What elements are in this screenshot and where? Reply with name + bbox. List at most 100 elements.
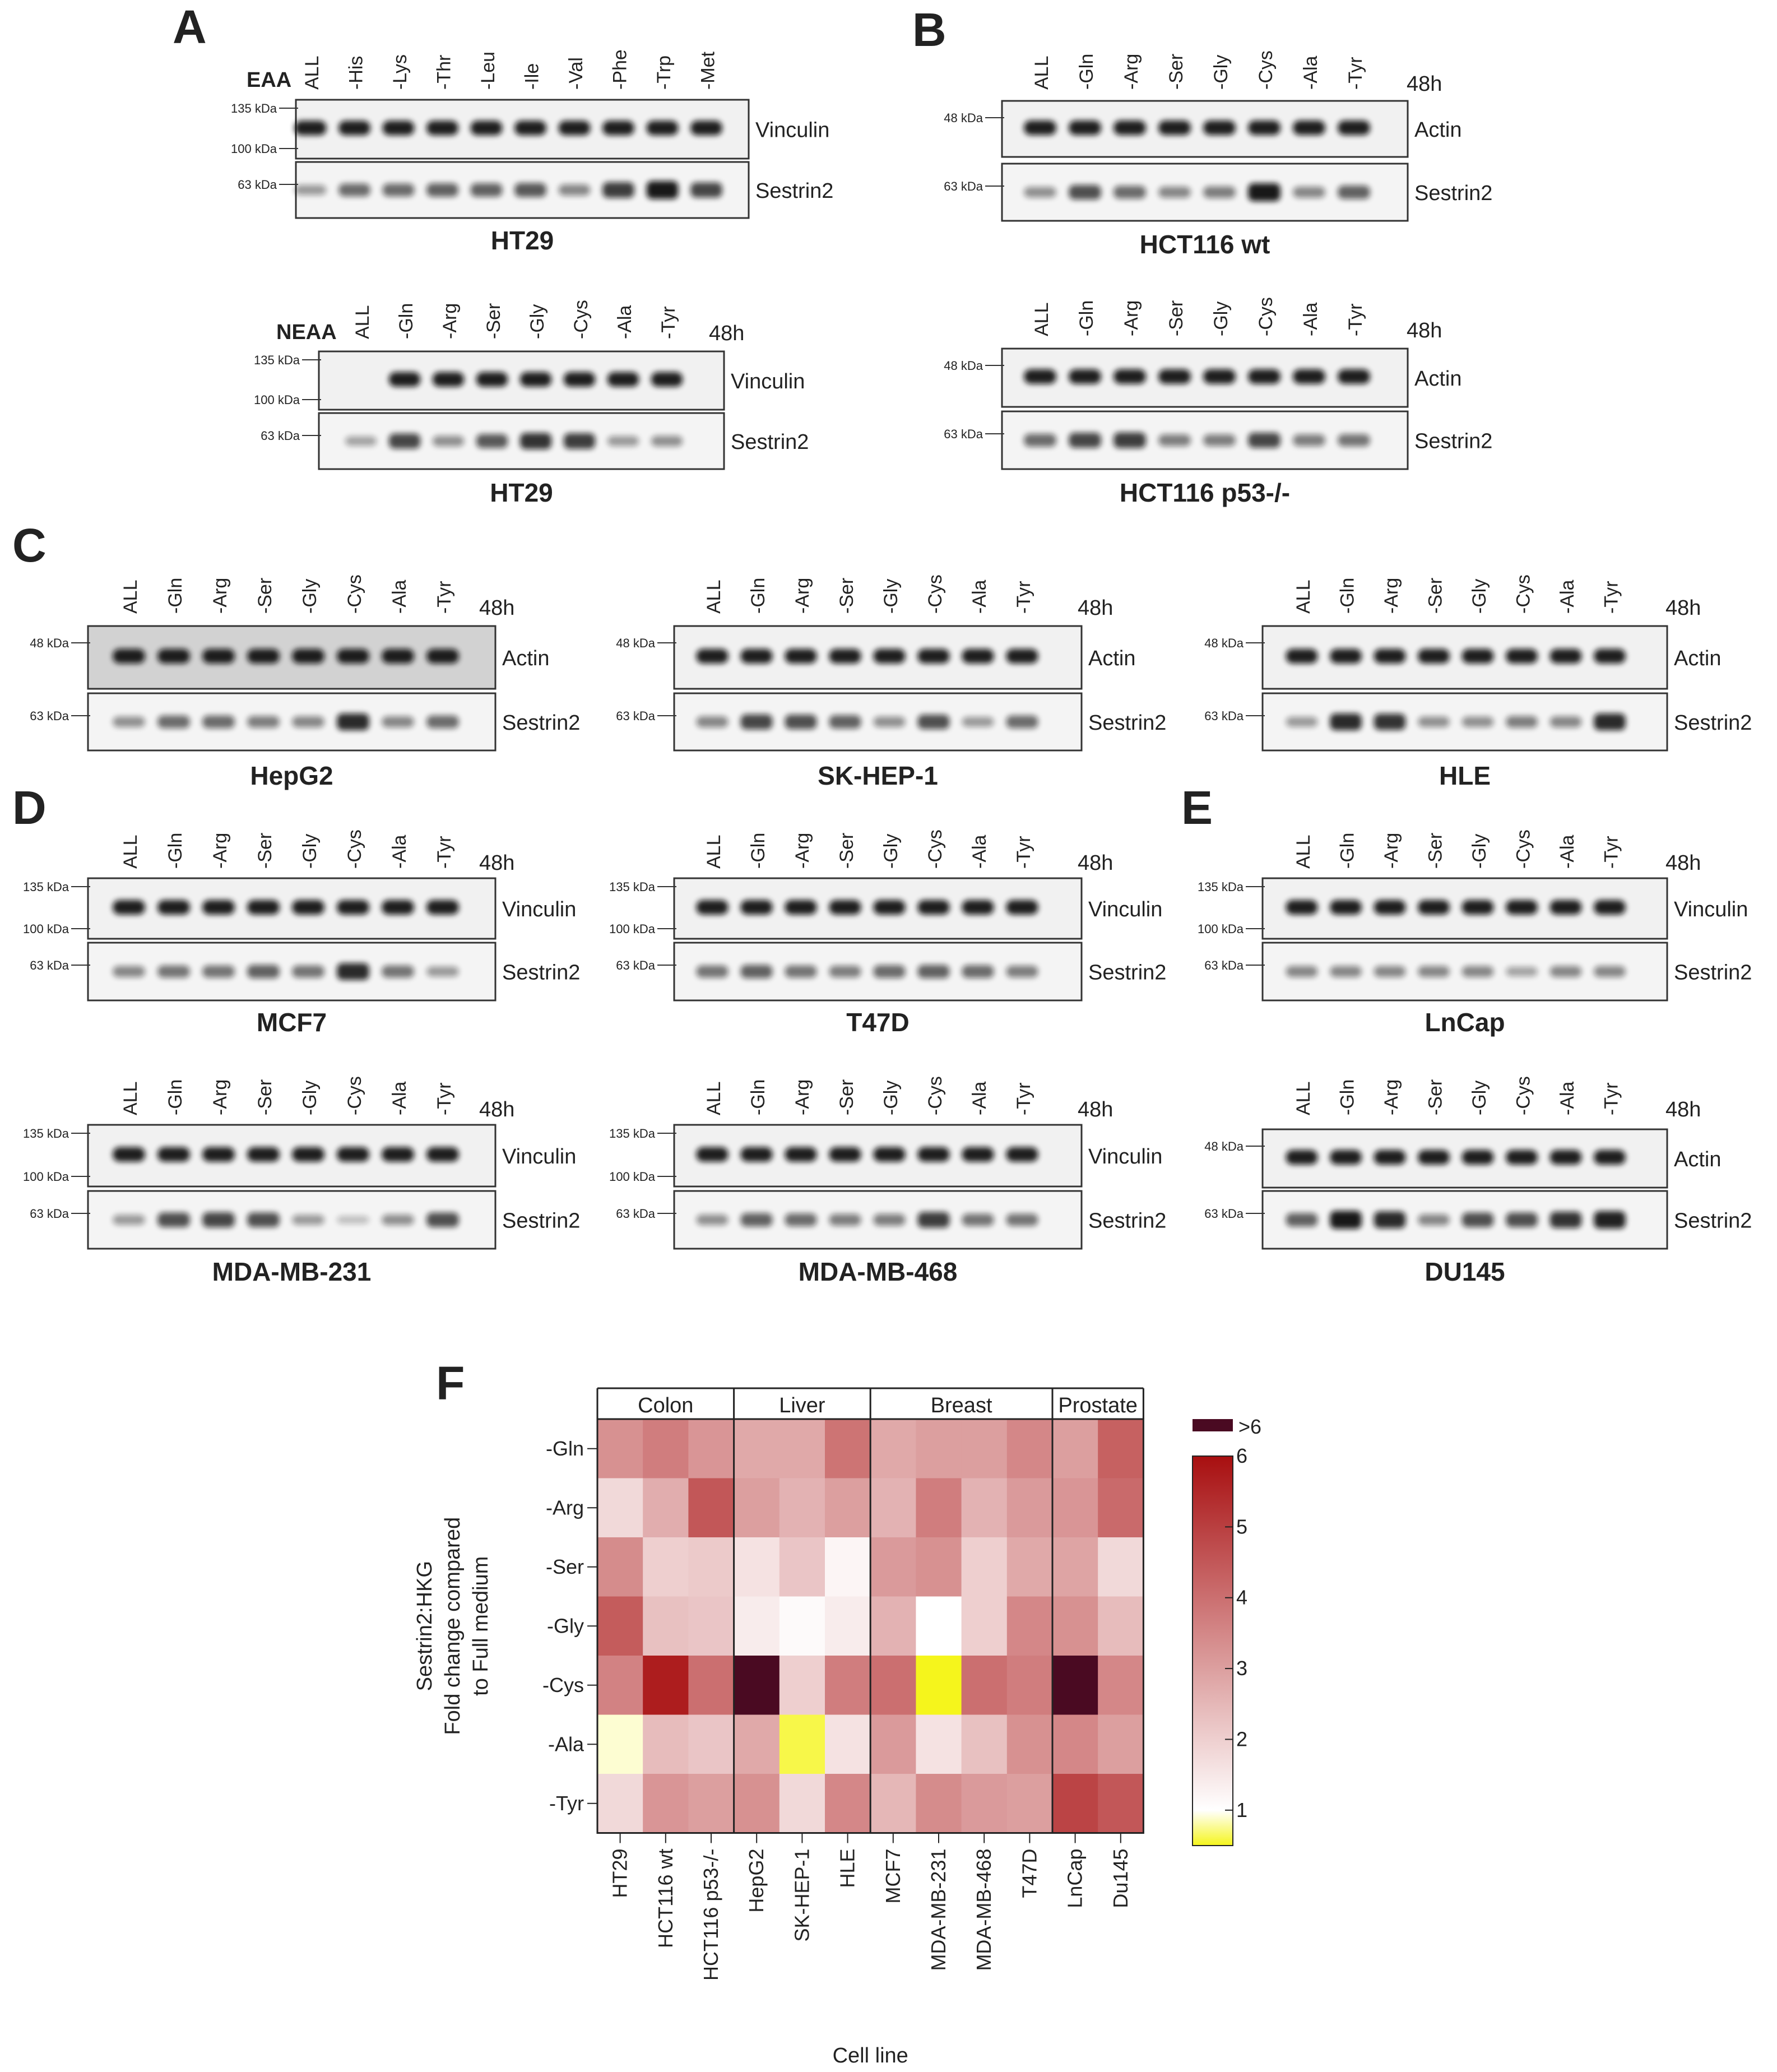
loading-control-band — [426, 900, 459, 915]
heatmap-cell — [961, 1656, 1008, 1715]
lane-label: -Gly — [880, 1081, 902, 1115]
lane-label: -Gly — [299, 579, 321, 614]
protein-label-bottom: Sestrin2 — [502, 1209, 580, 1233]
heatmap-cell — [779, 1596, 825, 1656]
lane-label: -Ala — [389, 1081, 410, 1115]
heatmap-cell — [1098, 1714, 1144, 1774]
column-label: HT29 — [609, 1849, 632, 1898]
panel-letter-B: B — [912, 3, 947, 56]
sestrin2-band — [338, 183, 370, 197]
sestrin2-band — [1069, 185, 1101, 200]
heatmap-cell — [643, 1656, 689, 1715]
panel-letter-E: E — [1181, 781, 1213, 834]
heatmap-cell — [779, 1774, 825, 1833]
loading-control-band — [962, 648, 994, 664]
lane-label: -Gln — [1337, 833, 1358, 869]
sestrin2-band — [1374, 1211, 1406, 1229]
column-label: HCT116 p53-/- — [699, 1849, 722, 1981]
lane-label: ALL — [1031, 303, 1052, 337]
loading-control-band — [1418, 648, 1450, 664]
loading-control-band — [426, 1147, 459, 1162]
row-label: -Tyr — [549, 1792, 584, 1815]
heatmap-cells — [597, 1419, 1144, 1833]
lane-label: -Ala — [1557, 1081, 1578, 1115]
panel-letter-A: A — [173, 1, 207, 53]
heatmap-cell — [1052, 1537, 1098, 1597]
lane-label: -Gly — [880, 834, 902, 869]
lane-label: -Ala — [389, 580, 410, 614]
kda-marker: 100 kDa — [231, 142, 277, 156]
loading-control-band — [1158, 369, 1191, 384]
sestrin2-band — [202, 715, 235, 729]
loading-control-band — [1549, 648, 1582, 664]
sestrin2-band — [646, 181, 679, 199]
sestrin2-band — [1506, 967, 1538, 976]
colorbar-tick-label: 1 — [1236, 1798, 1247, 1821]
protein-label-top: Actin — [1674, 1148, 1721, 1171]
lane-label: -Tyr — [434, 836, 455, 869]
lane-label: -Ser — [254, 833, 276, 869]
sestrin2-band — [1113, 186, 1146, 199]
blot-panel-a2: NEAA ALL -Gln -Arg -Ser -Gly -Cys -Ala -Tyr 48h 13… — [254, 300, 809, 507]
lane-label: ALL — [703, 835, 725, 869]
column-label: Du145 — [1109, 1849, 1132, 1908]
lane-label: -Thr — [434, 55, 455, 90]
lane-label: -Gly — [299, 1081, 321, 1115]
loading-control-band — [1069, 369, 1101, 384]
lane-label: -Gln — [1337, 578, 1358, 614]
kda-marker: 63 kDa — [30, 1207, 69, 1221]
lane-label: -Ala — [1300, 55, 1321, 90]
time-label: 48h — [1407, 319, 1442, 342]
sestrin2-band — [917, 1212, 950, 1228]
loading-control-band — [1549, 900, 1582, 915]
column-label: T47D — [1018, 1849, 1041, 1898]
loading-control-band — [1330, 900, 1362, 915]
heatmap-cell — [597, 1419, 643, 1478]
sestrin2-band — [962, 1213, 994, 1226]
heatmap-cell — [870, 1774, 916, 1833]
lane-label: -Arg — [1381, 833, 1402, 869]
blot-panel-b1: ALL -Gln -Arg -Ser -Gly -Cys -Ala -Tyr 48h 48 kDa… — [944, 50, 1492, 259]
lane-label: -Arg — [792, 578, 813, 614]
heatmap-cell — [961, 1478, 1008, 1538]
protein-label-bottom: Sestrin2 — [731, 430, 809, 454]
time-label: 48h — [709, 322, 744, 345]
kda-marker: 63 kDa — [944, 179, 983, 193]
sestrin2-band — [1158, 187, 1191, 198]
heatmap-cell — [734, 1714, 780, 1774]
lane-label: -Cys — [925, 1076, 946, 1115]
protein-label-top: Vinculin — [731, 370, 805, 393]
kda-marker: 48 kDa — [616, 636, 655, 650]
sestrin2-band — [113, 1215, 145, 1225]
heatmap-cell — [825, 1419, 871, 1478]
sestrin2-band — [382, 965, 414, 978]
loading-control-band — [1594, 648, 1626, 664]
lane-label: -Gln — [165, 578, 186, 614]
sestrin2-band — [1248, 183, 1280, 201]
colorbar — [1192, 1456, 1233, 1846]
loading-control-band — [202, 1147, 235, 1162]
heatmap-cell — [870, 1596, 916, 1656]
blot-panel-c1: ALL -Gln -Arg -Ser -Gly -Cys -Ala -Tyr 48h 48 kDa… — [30, 574, 580, 790]
loading-control-band — [1418, 900, 1450, 915]
lane-label: -Tyr — [1601, 1082, 1622, 1115]
heatmap-cell — [1006, 1714, 1053, 1774]
loading-control-band — [873, 648, 906, 664]
cell-line-title: HCT116 wt — [1140, 230, 1270, 259]
loading-control-band — [917, 1147, 950, 1162]
row-label: -Ser — [546, 1555, 584, 1578]
colorbar-tick-label: 3 — [1236, 1657, 1247, 1680]
heatmap-cell — [825, 1537, 871, 1597]
sestrin2-band — [873, 965, 906, 978]
protein-label-top: Actin — [1088, 647, 1135, 670]
cell-line-title: LnCap — [1425, 1008, 1505, 1037]
loading-control-band — [1286, 1149, 1318, 1165]
heatmap-cell — [597, 1714, 643, 1774]
loading-control-band — [1506, 1149, 1538, 1165]
cell-line-title: T47D — [846, 1008, 909, 1037]
kda-marker: 48 kDa — [1204, 636, 1244, 650]
time-label: 48h — [1665, 851, 1701, 875]
lane-label: ALL — [1293, 1082, 1314, 1116]
sestrin2-band — [514, 183, 546, 197]
loading-control-band — [1461, 900, 1494, 915]
